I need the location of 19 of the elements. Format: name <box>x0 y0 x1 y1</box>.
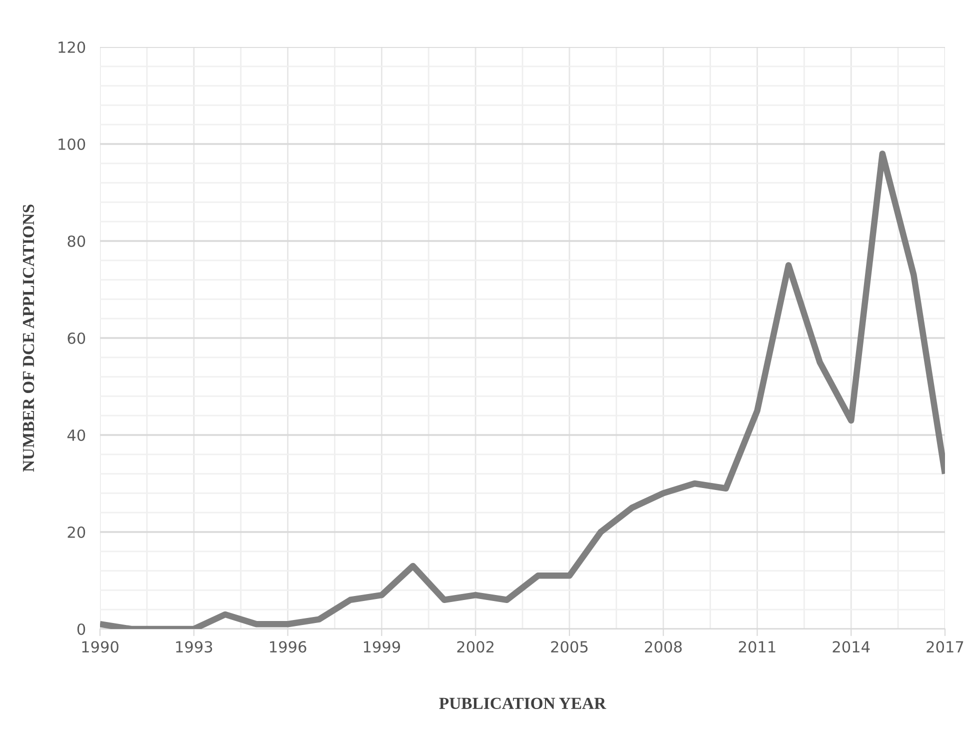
x-tick-label: 2005 <box>551 641 588 653</box>
y-tick-label: 80 <box>68 235 86 248</box>
y-axis-title: NUMBER OF DCE APPLICATIONS <box>22 204 34 472</box>
x-axis-title: PUBLICATION YEAR <box>439 698 606 709</box>
x-tick-label: 2011 <box>738 641 776 653</box>
y-tick-label: 40 <box>67 429 86 442</box>
y-tick-label: 20 <box>68 526 86 538</box>
x-tick-label: 1996 <box>270 641 306 653</box>
x-tick-label: 2002 <box>457 641 494 653</box>
x-tick-label: 2014 <box>832 641 870 653</box>
x-tick-label: 2017 <box>926 641 964 653</box>
x-tick-label: 2008 <box>645 641 682 653</box>
x-tick-label: 1999 <box>364 641 400 653</box>
y-tick-label: 120 <box>58 41 86 54</box>
y-tick-label: 0 <box>77 623 86 636</box>
y-tick-label: 100 <box>58 138 86 150</box>
x-tick-label: 1993 <box>176 641 212 653</box>
x-tick-label: 1990 <box>82 641 118 653</box>
y-tick-label: 60 <box>68 332 86 344</box>
